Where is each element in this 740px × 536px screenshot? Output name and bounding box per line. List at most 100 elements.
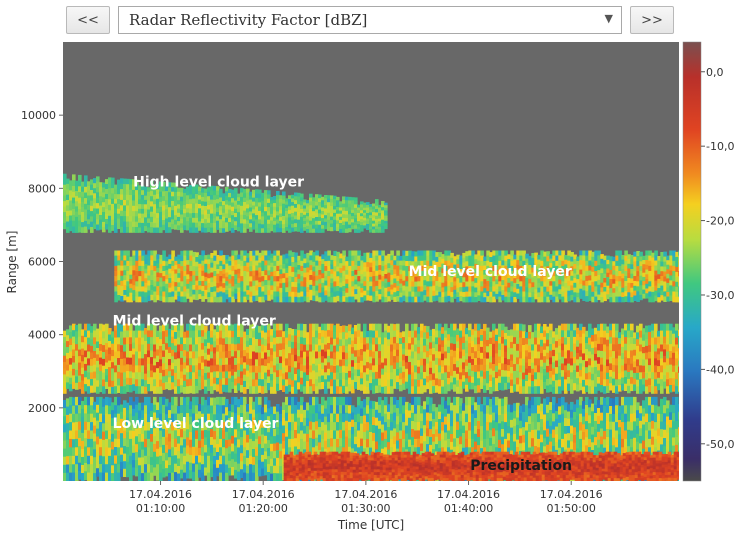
radar-cell	[414, 358, 418, 366]
radar-cell	[465, 384, 469, 392]
radar-cell	[561, 250, 565, 257]
radar-cell	[585, 291, 589, 297]
radar-cell	[126, 221, 130, 228]
radar-cell	[126, 260, 130, 267]
radar-cell	[537, 379, 541, 387]
radar-cell	[330, 292, 334, 298]
radar-cell	[411, 271, 415, 278]
radar-cell	[168, 328, 172, 336]
radar-cell	[123, 265, 127, 271]
radar-cell	[288, 221, 292, 226]
radar-cell	[435, 378, 439, 386]
radar-cell	[117, 378, 121, 387]
radar-cell	[333, 223, 337, 228]
radar-cell	[522, 281, 526, 287]
radar-cell	[279, 336, 283, 345]
next-button[interactable]: >>	[630, 6, 674, 34]
radar-cell	[354, 250, 358, 256]
radar-cell	[69, 215, 73, 222]
radar-cell	[372, 351, 376, 360]
radar-cell	[90, 345, 94, 354]
radar-cell	[351, 216, 355, 220]
radar-cell	[285, 268, 289, 274]
radar-cell	[327, 276, 331, 282]
radar-cell	[147, 370, 151, 378]
radar-cell	[402, 360, 406, 367]
radar-cell	[519, 296, 523, 303]
product-select[interactable]: Radar Reflectivity Factor [dBZ] ▼	[118, 6, 622, 34]
radar-cell	[414, 386, 418, 394]
radar-cell	[87, 205, 91, 211]
radar-cell	[303, 379, 307, 387]
radar-cell	[228, 357, 232, 366]
radar-cell	[567, 377, 571, 385]
radar-cell	[621, 269, 625, 275]
radar-cell	[459, 337, 463, 346]
radar-cell	[171, 219, 175, 225]
radar-cell	[327, 343, 331, 350]
previous-button[interactable]: <<	[66, 6, 110, 34]
radar-cell	[321, 211, 325, 216]
radar-cell	[579, 330, 583, 338]
radar-cell	[342, 228, 346, 233]
radar-cell	[117, 295, 121, 301]
radar-cell	[171, 356, 175, 364]
radar-cell	[624, 255, 628, 262]
radar-cell	[531, 350, 535, 358]
radar-cell	[501, 285, 505, 291]
radar-cell	[429, 348, 433, 356]
radar-cell	[507, 282, 511, 289]
radar-cell	[657, 348, 661, 355]
radar-cell	[267, 215, 271, 221]
radar-cell	[351, 219, 355, 223]
radar-cell	[603, 372, 607, 380]
radar-cell	[402, 383, 406, 390]
radar-cell	[546, 379, 550, 387]
radar-cell	[453, 377, 457, 385]
radar-cell	[159, 372, 163, 381]
radar-cell	[309, 372, 313, 380]
radar-cell	[297, 356, 301, 364]
radar-cell	[624, 350, 628, 358]
radar-cell	[507, 347, 511, 354]
radar-cell	[315, 250, 319, 257]
radar-cell	[270, 380, 274, 388]
radar-cell	[81, 191, 85, 198]
radar-cell	[219, 286, 223, 293]
radar-cell	[261, 216, 265, 221]
radar-cell	[267, 323, 271, 331]
radar-cell	[309, 270, 313, 276]
radar-cell	[525, 338, 529, 345]
radar-cell	[69, 325, 73, 333]
radar-cell	[369, 276, 373, 283]
radar-cell	[159, 286, 163, 292]
radar-cell	[153, 208, 157, 215]
radar-cell	[468, 323, 472, 331]
radar-cell	[309, 228, 313, 233]
radar-cell	[129, 283, 133, 289]
radar-cell	[153, 286, 157, 293]
radar-cell	[282, 331, 286, 338]
radar-cell	[228, 297, 232, 303]
radar-cell	[282, 292, 286, 298]
radar-cell	[639, 266, 643, 272]
radar-cell	[246, 280, 250, 287]
radar-cell	[183, 344, 187, 351]
radar-cell	[309, 265, 313, 271]
radar-cell	[255, 372, 259, 381]
radar-cell	[324, 337, 328, 346]
radar-cell	[636, 286, 640, 292]
radar-cell	[246, 276, 250, 282]
radar-cell	[462, 343, 466, 350]
radar-cell	[576, 334, 580, 341]
radar-cell	[372, 379, 376, 387]
radar-cell	[600, 268, 604, 274]
radar-cell	[93, 364, 97, 373]
radar-cell	[324, 285, 328, 291]
radar-cell	[492, 370, 496, 378]
radar-cell	[441, 327, 445, 335]
radar-cell	[177, 344, 181, 353]
radar-cell	[486, 281, 490, 287]
radar-cell	[660, 256, 664, 263]
radar-cell	[624, 286, 628, 292]
